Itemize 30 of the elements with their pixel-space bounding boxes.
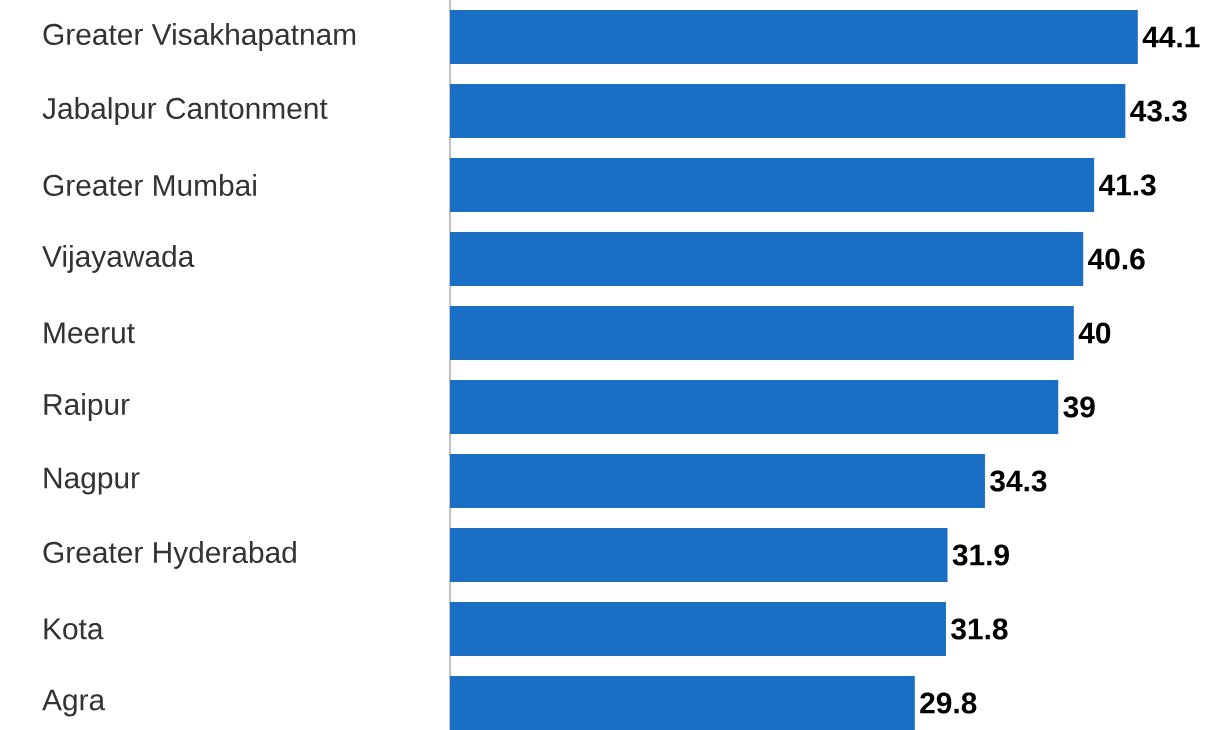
data-label: 40.6 xyxy=(1088,248,1145,270)
bar xyxy=(450,528,948,583)
data-label: 34.3 xyxy=(990,470,1047,492)
y-tick-label: Nagpur xyxy=(44,467,140,495)
data-label: 29.8 xyxy=(920,692,977,714)
y-tick-label: Vijayawada xyxy=(42,245,195,273)
bar xyxy=(450,84,1126,139)
y-tick-label: Kota xyxy=(44,618,104,640)
data-label: 43.3 xyxy=(1130,100,1187,122)
y-tick-label: Greater Mumbai xyxy=(43,174,256,196)
bar xyxy=(450,306,1074,361)
data-label: 39 xyxy=(1063,396,1095,418)
y-tick-label: Jabalpur Cantonment xyxy=(42,97,328,125)
bar xyxy=(450,10,1138,65)
data-label: 31.8 xyxy=(951,618,1008,640)
bar xyxy=(450,602,946,657)
data-label: 41.3 xyxy=(1098,174,1156,196)
data-label: 44.1 xyxy=(1142,26,1200,48)
y-tick-label: Agra xyxy=(42,689,106,717)
bar xyxy=(450,380,1059,435)
bar xyxy=(450,158,1095,213)
bar xyxy=(450,232,1084,287)
y-tick-label: Raipur xyxy=(44,393,130,421)
y-tick-label: Greater Visakhapatnam xyxy=(43,23,356,51)
y-tick-label: Greater Hyderabad xyxy=(43,541,296,569)
data-label: 31.9 xyxy=(952,544,1009,566)
bar xyxy=(450,454,985,509)
data-label: 40 xyxy=(1078,322,1111,344)
y-tick-label: Meerut xyxy=(44,322,135,344)
bar xyxy=(450,676,915,730)
